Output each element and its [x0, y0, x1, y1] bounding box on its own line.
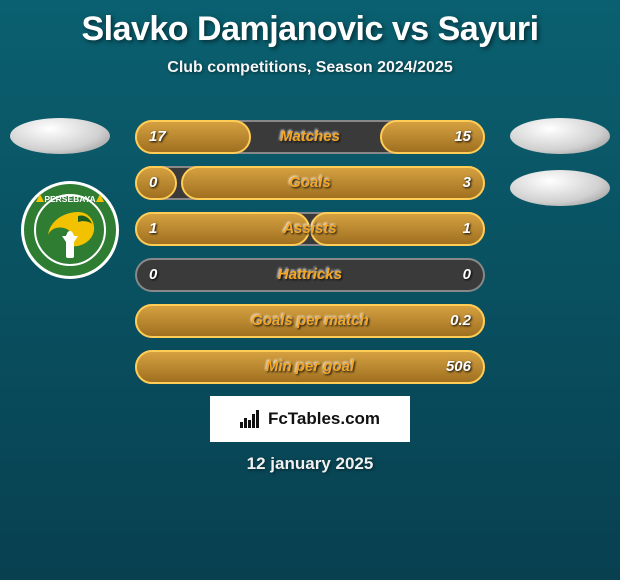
stat-value-left: 17 [149, 120, 166, 154]
page-subtitle: Club competitions, Season 2024/2025 [0, 59, 620, 77]
stat-value-left: 1 [149, 212, 157, 246]
stat-value-right: 506 [446, 350, 471, 384]
stat-row: Goals per match0.2 [135, 304, 485, 338]
player2-badge-placeholder-1 [510, 118, 610, 154]
stat-bars-container: Matches1715Goals03Assists11Hattricks00Go… [135, 120, 485, 396]
page-title: Slavko Damjanovic vs Sayuri [0, 0, 620, 49]
stat-row: Hattricks0 0 [135, 258, 485, 292]
stat-value-left: 0 [149, 258, 157, 292]
stat-value-left: 0 [149, 166, 157, 200]
player2-badge-placeholder-2 [510, 170, 610, 206]
stat-row: Goals0 3 [135, 166, 485, 200]
attribution-badge: FcTables.com [210, 396, 410, 442]
stat-label: Min per goal [135, 350, 485, 384]
svg-text:PERSEBAYA: PERSEBAYA [44, 194, 95, 204]
club-logo: PERSEBAYA [20, 180, 120, 280]
stat-label: Goals per match [135, 304, 485, 338]
date-text: 12 january 2025 [0, 454, 620, 474]
player1-badge-placeholder [10, 118, 110, 154]
stat-label: Hattricks [135, 258, 485, 292]
stat-value-right: 0 [463, 258, 471, 292]
stat-value-right: 0.2 [450, 304, 471, 338]
stat-label: Matches [135, 120, 485, 154]
attribution-text: FcTables.com [268, 409, 380, 429]
stat-row: Min per goal506 [135, 350, 485, 384]
stat-label: Goals [135, 166, 485, 200]
stat-row: Assists1 1 [135, 212, 485, 246]
stat-row: Matches17 15 [135, 120, 485, 154]
chart-icon [240, 410, 262, 428]
stat-label: Assists [135, 212, 485, 246]
stat-value-right: 15 [454, 120, 471, 154]
stat-value-right: 1 [463, 212, 471, 246]
stat-value-right: 3 [463, 166, 471, 200]
